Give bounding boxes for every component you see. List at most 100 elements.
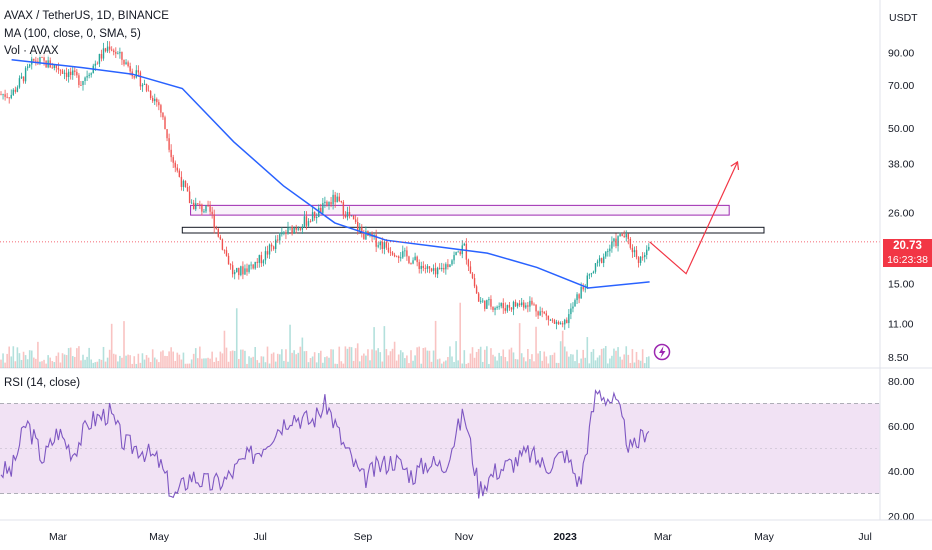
candle-body [430,268,433,271]
volume-bar [607,363,609,368]
volume-bar [74,356,76,368]
candle-body [178,170,181,177]
time-axis[interactable]: Mar May Jul Sep Nov 2023 Mar May Jul [0,519,932,543]
lightning-icon[interactable] [653,343,671,361]
candle-body [320,207,322,213]
candle-body [291,226,293,234]
price-tick-label: 15.00 [888,279,914,291]
candle-body [383,242,386,249]
candle-body [24,68,27,82]
volume-bar [90,359,92,368]
volume-bar [80,360,82,368]
volume-bar [217,360,220,368]
candle-body [303,216,306,227]
volume-bar [180,359,183,368]
volume-bar [264,362,267,368]
volume-bar [588,363,591,368]
rsi-title: RSI (14, close) [4,377,81,389]
candle-body [617,236,619,247]
candle-body [471,273,474,279]
candle-body [635,250,638,258]
candle-body [203,211,205,213]
candle-body [201,204,203,212]
volume-bar [369,360,371,368]
volume-bar [248,356,250,368]
candle-body [80,84,82,86]
volume-bar [471,347,474,368]
volume-bar [481,361,484,368]
volume-bar [445,360,447,368]
volume-bar [266,346,269,368]
rsi-tick-label: 80.00 [888,376,914,388]
volume-bar [648,356,650,368]
time-tick-label: Jul [858,531,871,543]
candle-body [266,251,269,255]
volume-bar [309,358,312,368]
candle-body [188,191,191,204]
candle-body [488,299,490,301]
candle-body [523,302,525,308]
zones[interactable] [181,204,765,234]
candle-body [525,305,527,308]
volume-bar [629,362,632,368]
volume-bar [301,337,304,368]
candle-body [502,303,504,309]
candle-body [537,311,539,316]
candle-body [348,211,351,217]
projection-path[interactable] [649,160,740,275]
volume-bar [455,341,457,368]
volume-bar [149,361,152,368]
volume-bar [285,349,287,368]
volume-bar [604,346,607,368]
candle-body [352,215,355,220]
volume-bar [354,348,357,368]
volume-bar [590,351,593,368]
volume-bar [422,348,425,368]
candle-body [342,202,345,216]
time-tick-label: May [754,531,775,543]
volume-bar [20,359,23,368]
volume-bar [342,363,345,368]
volume-bar [529,359,531,368]
rsi-tick-label: 60.00 [888,421,914,433]
price-tick-label: 26.00 [888,208,914,220]
price-axis[interactable]: 90.00 70.00 50.00 38.00 26.00 15.00 11.00 8.50 8… [879,0,914,523]
candle-body [35,60,37,62]
ma-line [11,58,650,289]
volume-bar [53,362,56,368]
candle-body [145,83,148,91]
candle-body [531,300,533,305]
volume-bar [197,358,199,368]
candle-body [572,306,574,309]
candle-body [33,58,35,61]
candle-body [387,247,390,252]
volume-bar [547,363,550,368]
candle-body [545,313,547,316]
volume-bar [24,355,27,368]
volume-bar [598,355,601,368]
volume-bar [484,349,486,368]
candle-body [225,250,228,256]
candle-body [434,268,437,275]
volume-bar [469,353,472,368]
candle-body [357,221,359,231]
candle-body [98,53,101,64]
volume-bar [63,354,66,368]
volume-bar [106,357,109,368]
volume-bar [92,362,95,368]
projection-line [649,161,739,275]
candle-body [510,307,513,310]
candle-body [338,196,340,202]
candle-body [500,303,502,307]
candle-body [449,264,451,267]
candle-body [496,306,498,309]
time-tick-label: Mar [49,531,68,543]
candle-body [211,211,213,215]
candle-body [568,314,570,324]
candle-body [283,232,285,234]
lower-zone [181,226,765,234]
candle-body [119,51,121,54]
volume-bar [190,359,193,368]
candle-body [125,62,127,65]
